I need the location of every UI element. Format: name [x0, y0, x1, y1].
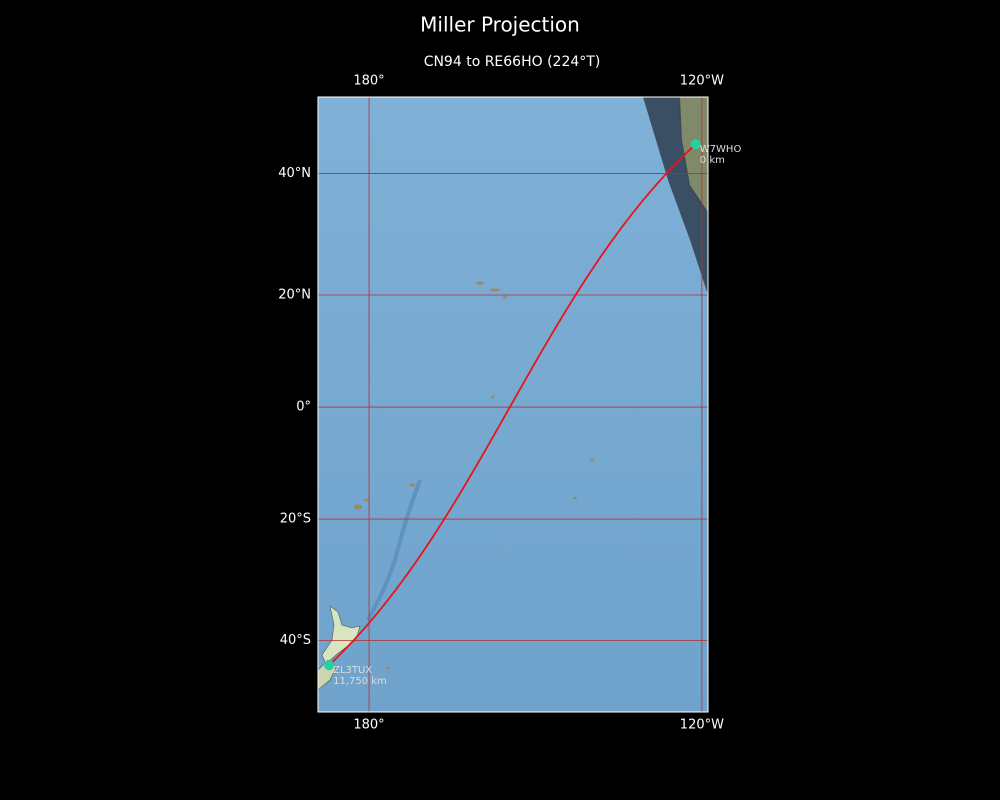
- island: [491, 395, 495, 399]
- island: [490, 288, 500, 292]
- island: [386, 666, 390, 670]
- route-layer: [324, 139, 701, 671]
- map-frame: [317, 96, 709, 713]
- y-tick-label: 20°S: [280, 512, 311, 527]
- y-tick-label: 40°S: [280, 633, 311, 648]
- station-name: W7WHO: [700, 144, 742, 155]
- x-tick-label-bottom: 120°W: [680, 718, 724, 733]
- ocean: [318, 97, 708, 712]
- island: [363, 498, 369, 502]
- graticule: [318, 97, 708, 712]
- x-tick-label-top: 120°W: [680, 74, 724, 89]
- night-shadow: [643, 97, 708, 295]
- station-distance: 11,750 km: [333, 676, 387, 687]
- station-marker: [324, 660, 335, 671]
- x-tick-label-bottom: 180°: [353, 718, 384, 733]
- station-name: ZL3TUX: [333, 665, 372, 676]
- map-area: [318, 97, 708, 712]
- island: [573, 496, 577, 500]
- station-marker: [690, 139, 701, 150]
- island: [476, 281, 484, 285]
- island: [354, 504, 362, 510]
- title: Miller Projection: [420, 13, 580, 37]
- station-distance: 0 km: [700, 155, 725, 166]
- north-america-land: [678, 97, 708, 212]
- labels: 180° 180° 120°W 120°W 40°N 20°N 0° 20°S 40°S W7WH…: [278, 74, 741, 733]
- subtitle: CN94 to RE66HO (224°T): [424, 54, 601, 70]
- y-tick-label: 20°N: [278, 288, 311, 303]
- island: [503, 295, 507, 299]
- islands: [354, 281, 594, 670]
- ocean-trench: [366, 479, 422, 621]
- great-circle-route: [328, 143, 697, 666]
- y-tick-label: 0°: [296, 400, 311, 415]
- new-zealand-north-island: [321, 605, 361, 665]
- island: [590, 458, 594, 462]
- island: [409, 483, 415, 487]
- y-tick-label: 40°N: [278, 166, 311, 181]
- x-tick-label-top: 180°: [353, 74, 384, 89]
